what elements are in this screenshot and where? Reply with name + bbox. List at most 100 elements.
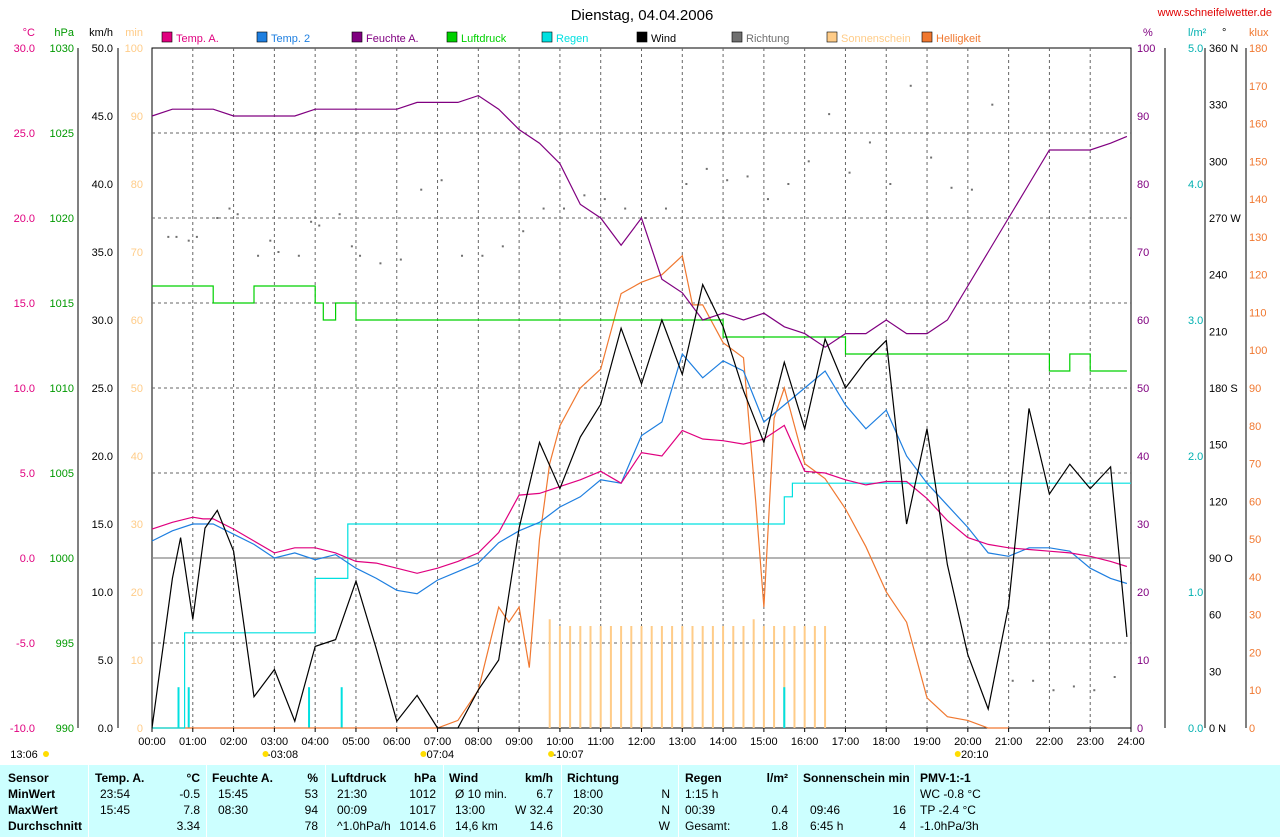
site-link[interactable]: www.schneifelwetter.de [1157,7,1272,19]
direction-point [1011,679,1014,682]
direction-point [542,207,545,210]
x-tick-label: 19:00 [913,736,941,748]
axis-tick-left: -10.0 [10,723,35,735]
legend-swatch [256,31,268,43]
direction-point [228,207,231,210]
axis-tick-left: 10.0 [92,587,113,599]
axis-tick-right: 2.0 [1188,451,1203,463]
stats-temp-v: 3.34 [176,819,200,833]
x-tick-label: 24:00 [1117,736,1145,748]
stats-feuchte-t: 08:30 [218,803,249,817]
stats-feuchte-v: 53 [304,787,318,801]
legend-label: Wind [651,33,676,45]
axis-tick-right: 60 [1137,315,1149,327]
axis-tick-right: 120 [1209,496,1227,508]
axis-tick-left: 25.0 [14,128,35,140]
legend-label: Sonnenschein [841,33,911,45]
stats-regen-t: 00:39 [685,803,716,817]
x-tick-label: 16:00 [791,736,819,748]
regen-line [152,482,1131,729]
axis-tick-left: 80 [131,179,143,191]
legend-swatch [351,31,363,43]
axis-tick-right: 70 [1249,459,1261,471]
stats-temp-v: 7.8 [183,803,200,817]
axis-tick-left: 40.0 [92,179,113,191]
stats-temp-t: 15:45 [100,803,131,817]
stats-header-sensor: Sensor [8,771,49,785]
sun-marker-icon [43,751,49,757]
wind-line [151,282,1128,729]
axis-tick-right: 120 [1249,270,1267,282]
direction-point [269,239,272,242]
sun-marker-icon [548,751,555,757]
legend-swatch [826,31,838,43]
direction-point [828,113,831,116]
axis-tick-right: 60 [1249,496,1261,508]
legend-label: Richtung [746,33,789,45]
legend-swatch [636,31,648,43]
axis-tick-left: 50 [131,383,143,395]
x-tick-label: 08:00 [465,736,493,748]
legend-label: Feuchte A. [366,33,419,45]
axis-tick-right: 1.0 [1188,587,1203,599]
axis-tick-right: 110 [1249,307,1267,319]
direction-point [461,254,464,257]
axis-tick-left: 15.0 [92,519,113,531]
time-marker-label: 13:06 [10,749,38,761]
direction-point [624,207,627,210]
stats-richt-t: 20:30 [573,803,604,817]
x-tick-label: 15:00 [750,736,778,748]
axes: °C 30.0 25.0 20.0 15.0 10.0 5.0 0.0 -5.0 -10.0 hPa… [10,27,1269,735]
stats-wind-v: 6.7 [536,787,553,801]
direction-point [297,254,300,257]
axis-tick-left: 20 [131,587,143,599]
legend-label: Luftdruck [461,33,507,45]
stats-header-temp: Temp. A. [95,771,145,785]
direction-point [766,198,769,201]
stats-label: Durchschnitt [8,819,83,833]
stats-header-feuchte: Feuchte A. [212,771,273,785]
legend-label: Regen [556,33,588,45]
stats-sonne-t: 6:45 h [810,819,844,833]
stats-header-regen-unit: l/m² [766,771,788,785]
direction-point [746,175,749,178]
axis-tick-left: 15.0 [14,298,35,310]
direction-point [379,262,382,265]
x-tick-label: 14:00 [709,736,737,748]
direction-point [522,230,525,233]
x-tick-label: 09:00 [505,736,533,748]
sun-marker-icon [954,751,961,757]
axis-tick-right: 4.0 [1188,179,1203,191]
direction-point [318,224,321,227]
axis-tick-left: 1000 [50,553,74,565]
direction-point [277,251,280,253]
axis-unit-right: l/m² [1188,27,1207,39]
x-tick-label: 06:00 [383,736,411,748]
axis-tick-right: 100 [1137,43,1155,55]
direction-point [950,186,953,189]
stats-header-regen: Regen [685,771,722,785]
legend-swatch [731,31,743,43]
direction-point [705,167,708,170]
axis-tick-left: 1020 [50,213,74,225]
axis-tick-right: 3.0 [1188,315,1203,327]
axis-unit-right: ° [1222,27,1226,39]
axis-tick-left: 20.0 [92,451,113,463]
time-marker-label: -03:08 [267,749,298,761]
axis-tick-left: 35.0 [92,247,113,259]
stats-header-richtung: Richtung [567,771,619,785]
stats-wind-t: Ø 10 min. [455,787,508,801]
axis-tick-right: 20 [1137,587,1149,599]
axis-tick-right: 0 N [1209,723,1226,735]
temp-2-line [151,352,1128,595]
x-tick-label: 07:00 [424,736,452,748]
stats-luft-t: 00:09 [337,803,368,817]
direction-point [1052,689,1055,692]
axis-tick-left: 30.0 [14,43,35,55]
x-tick-label: 20:00 [954,736,982,748]
axis-tick-right: 270 W [1209,213,1241,225]
x-tick-label: 02:00 [220,736,248,748]
axis-tick-right: 30 [1249,610,1261,622]
time-marker-label: -10:07 [552,749,583,761]
stats-pmv: TP -2.4 °C [920,803,976,817]
